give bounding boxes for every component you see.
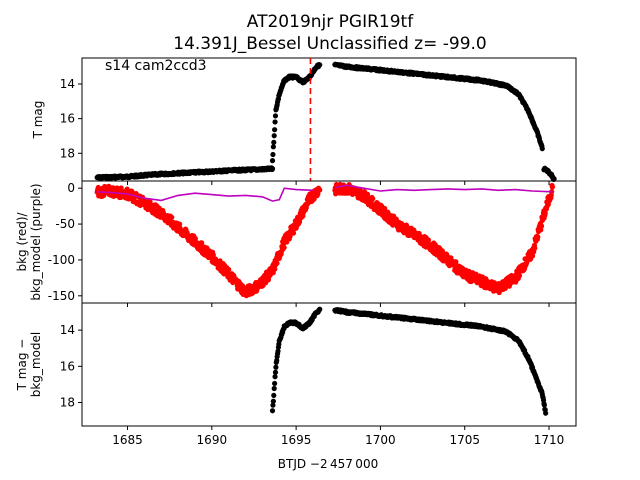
bkg-point <box>425 237 432 243</box>
data-point <box>269 408 276 414</box>
bkg-point <box>529 253 536 259</box>
data-point <box>551 176 557 182</box>
panel-frame <box>81 302 577 427</box>
x-tick-label: 1705 <box>449 433 480 447</box>
x-tick-label: 1695 <box>281 433 312 447</box>
data-point <box>271 385 277 392</box>
bkg-point <box>226 266 232 273</box>
y-axis-label: T mag −bkg_model <box>15 332 43 398</box>
bkg-point <box>317 187 323 193</box>
bkg-point <box>532 245 538 251</box>
data-point <box>539 146 545 152</box>
x-tick-label: 1700 <box>365 433 396 447</box>
y-tick-label: -50 <box>55 217 75 231</box>
data-point <box>272 127 278 133</box>
data-point <box>272 119 278 125</box>
chart-title-line2: 14.391J_Bessel Unclassified z= -99.0 <box>173 34 486 54</box>
plot-area <box>94 181 555 299</box>
bkg-point <box>453 259 459 265</box>
bkg-point <box>538 223 545 229</box>
data-point <box>270 151 276 158</box>
bkg-point <box>542 210 548 216</box>
data-point <box>272 113 279 119</box>
data-point <box>271 139 277 145</box>
y-tick-label: 18 <box>60 395 75 409</box>
data-point <box>269 166 276 172</box>
y-tick-label: 14 <box>60 323 75 337</box>
chart-title-line1: AT2019njr PGIR19tf <box>247 12 414 32</box>
bkg-model-line <box>334 184 553 193</box>
data-point <box>272 374 278 380</box>
bkg-point <box>370 196 376 202</box>
sector-annotation: s14 cam2ccd3 <box>105 58 207 74</box>
data-point <box>317 62 323 68</box>
data-point <box>272 380 278 387</box>
x-tick-label: 1710 <box>534 433 565 447</box>
data-point <box>275 348 281 354</box>
panel-frame <box>81 57 577 182</box>
panel-tmag: 14 16 18 T mag <box>31 57 577 185</box>
data-point <box>270 402 276 408</box>
bkg-point <box>281 244 287 251</box>
x-tick-label: 1690 <box>197 433 228 447</box>
bkg-point <box>274 260 280 266</box>
data-point <box>270 144 276 150</box>
y-tick-label: 16 <box>60 112 75 126</box>
bkg-point <box>272 266 278 272</box>
bkg-point <box>311 196 317 202</box>
panel-tmag-minus-bkg: 14 16 18 1685 1690 1695 1700 1705 1710 T mag −bkg… <box>15 302 577 447</box>
data-point <box>270 398 276 404</box>
y-tick-label: 14 <box>60 77 75 91</box>
bkg-point <box>535 234 541 240</box>
data-point <box>541 402 547 408</box>
y-axis-label: T mag <box>31 101 45 140</box>
data-point <box>271 392 277 399</box>
data-point <box>317 306 323 312</box>
data-point <box>543 410 549 416</box>
y-tick-label: -150 <box>48 289 75 303</box>
x-tick-label: 1685 <box>112 433 143 447</box>
bkg-point <box>118 185 124 191</box>
bkg-point <box>169 214 175 220</box>
bkg-point <box>199 240 205 246</box>
y-tick-label: -100 <box>48 253 75 267</box>
x-axis-label: BTJD −2 457 000 <box>278 457 378 471</box>
bkg-point <box>192 235 198 242</box>
bkg-point <box>287 233 293 239</box>
bkg-point <box>516 273 523 279</box>
plot-area <box>269 306 549 416</box>
bkg-model-line <box>97 187 314 202</box>
bkg-point <box>549 184 555 190</box>
data-point <box>271 133 277 139</box>
y-tick-label: 16 <box>60 359 75 373</box>
data-point <box>269 158 276 164</box>
data-point <box>272 369 279 375</box>
data-point <box>273 364 279 370</box>
y-tick-label: 0 <box>67 181 75 195</box>
y-axis-label: bkg (red)/bkg_model (purple) <box>15 183 43 300</box>
y-tick-label: 18 <box>60 146 75 160</box>
plot-area <box>94 61 557 183</box>
panel-bkg: 0 -50 -100 -150 bkg (red)/bkg_model (purple) <box>15 180 577 307</box>
